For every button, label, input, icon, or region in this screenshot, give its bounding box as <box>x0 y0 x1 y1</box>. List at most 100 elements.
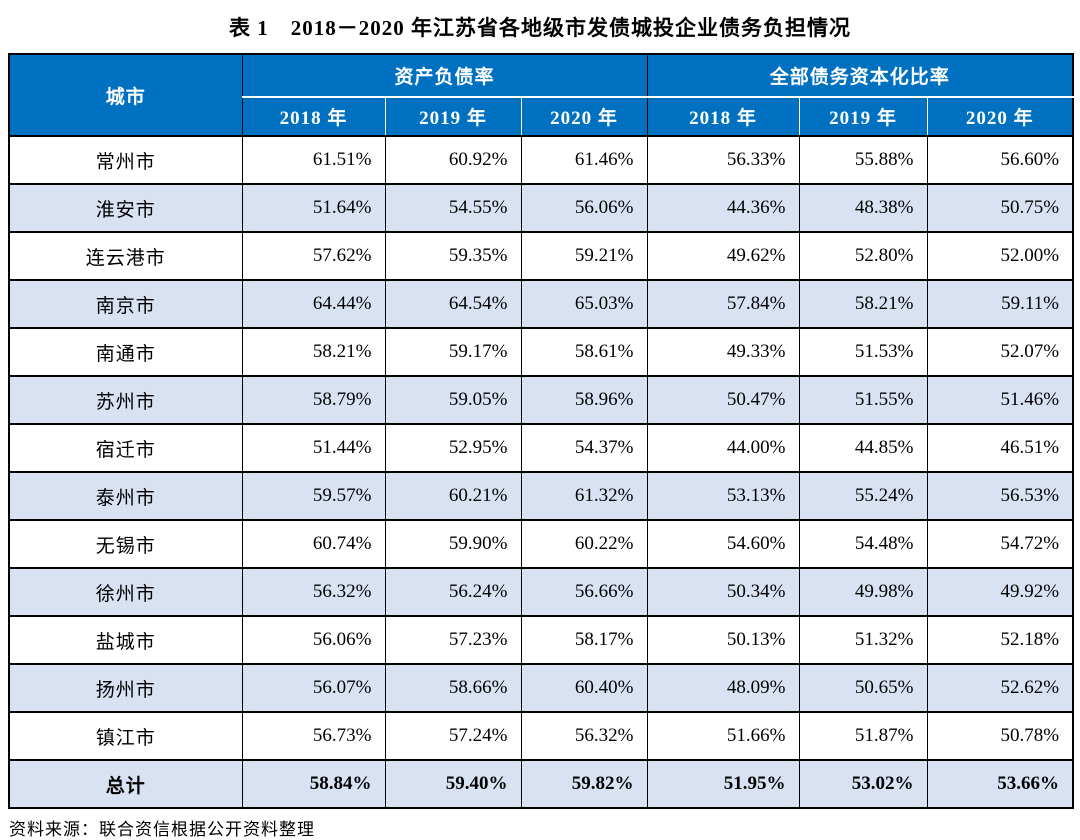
table-row: 淮安市 51.64% 54.55% 56.06% 44.36% 48.38% 50.75% <box>8 184 1075 233</box>
table-header: 城市 资产负债率 全部债务资本化比率 2018 年 2019 年 2020 年 … <box>8 53 1075 137</box>
table-row: 南通市 58.21% 59.17% 58.61% 49.33% 51.53% 52.07% <box>8 328 1075 377</box>
value-cell: 61.46% <box>520 136 647 185</box>
year-header-cell: 2018 年 <box>241 97 385 137</box>
value-cell: 56.66% <box>520 568 647 617</box>
table-row: 南京市 64.44% 64.54% 65.03% 57.84% 58.21% 59.11% <box>8 280 1075 329</box>
city-cell: 南京市 <box>8 280 242 329</box>
table-row: 苏州市 58.79% 59.05% 58.96% 50.47% 51.55% 51.46% <box>8 376 1075 425</box>
value-cell: 59.35% <box>384 232 521 281</box>
value-cell: 51.55% <box>798 376 927 425</box>
value-cell: 50.65% <box>798 664 927 713</box>
year-header-row: 2018 年 2019 年 2020 年 2018 年 2019 年 2020 … <box>9 97 1075 137</box>
value-cell: 56.33% <box>646 136 799 185</box>
city-cell: 扬州市 <box>8 664 242 713</box>
value-cell: 59.82% <box>520 760 647 809</box>
value-cell: 50.34% <box>646 568 799 617</box>
value-cell: 50.13% <box>646 616 799 665</box>
city-cell: 常州市 <box>8 136 242 185</box>
value-cell: 60.40% <box>520 664 647 713</box>
value-cell: 61.51% <box>241 136 385 185</box>
table-body: 常州市 61.51% 60.92% 61.46% 56.33% 55.88% 56.60% 淮… <box>8 136 1075 809</box>
value-cell: 44.85% <box>798 424 927 473</box>
value-cell: 54.72% <box>926 520 1075 569</box>
value-cell: 54.48% <box>798 520 927 569</box>
value-cell: 51.95% <box>646 760 799 809</box>
value-cell: 56.73% <box>241 712 385 761</box>
value-cell: 58.21% <box>798 280 927 329</box>
table-row: 扬州市 56.07% 58.66% 60.40% 48.09% 50.65% 52.62% <box>8 664 1075 713</box>
value-cell: 58.96% <box>520 376 647 425</box>
table-row: 连云港市 57.62% 59.35% 59.21% 49.62% 52.80% 52.00% <box>8 232 1075 281</box>
table-row: 镇江市 56.73% 57.24% 56.32% 51.66% 51.87% 50.78% <box>8 712 1075 761</box>
value-cell: 59.11% <box>926 280 1075 329</box>
value-cell: 59.40% <box>384 760 521 809</box>
city-cell: 徐州市 <box>8 568 242 617</box>
value-cell: 59.05% <box>384 376 521 425</box>
value-cell: 65.03% <box>520 280 647 329</box>
value-cell: 64.54% <box>384 280 521 329</box>
city-cell: 宿迁市 <box>8 424 242 473</box>
year-header-cell: 2020 年 <box>926 97 1075 137</box>
value-cell: 51.44% <box>241 424 385 473</box>
city-cell: 连云港市 <box>8 232 242 281</box>
table-row: 常州市 61.51% 60.92% 61.46% 56.33% 55.88% 56.60% <box>8 136 1075 185</box>
table-row: 徐州市 56.32% 56.24% 56.66% 50.34% 49.98% 49.92% <box>8 568 1075 617</box>
value-cell: 60.92% <box>384 136 521 185</box>
city-cell: 淮安市 <box>8 184 242 233</box>
value-cell: 57.24% <box>384 712 521 761</box>
value-cell: 44.00% <box>646 424 799 473</box>
table-row: 宿迁市 51.44% 52.95% 54.37% 44.00% 44.85% 46.51% <box>8 424 1075 473</box>
value-cell: 51.66% <box>646 712 799 761</box>
value-cell: 56.60% <box>926 136 1075 185</box>
value-cell: 50.75% <box>926 184 1075 233</box>
value-cell: 52.00% <box>926 232 1075 281</box>
value-cell: 51.87% <box>798 712 927 761</box>
value-cell: 56.32% <box>241 568 385 617</box>
value-cell: 57.23% <box>384 616 521 665</box>
value-cell: 61.32% <box>520 472 647 521</box>
city-cell: 总计 <box>8 760 242 809</box>
value-cell: 52.18% <box>926 616 1075 665</box>
value-cell: 58.21% <box>241 328 385 377</box>
value-cell: 58.61% <box>520 328 647 377</box>
value-cell: 50.78% <box>926 712 1075 761</box>
value-cell: 56.06% <box>520 184 647 233</box>
year-header-cell: 2019 年 <box>798 97 927 137</box>
value-cell: 58.79% <box>241 376 385 425</box>
city-header-cell: 城市 <box>8 53 243 137</box>
total-row: 总计 58.84% 59.40% 59.82% 51.95% 53.02% 53.66% <box>8 760 1075 809</box>
value-cell: 56.53% <box>926 472 1075 521</box>
city-cell: 镇江市 <box>8 712 242 761</box>
value-cell: 60.22% <box>520 520 647 569</box>
value-cell: 46.51% <box>926 424 1075 473</box>
value-cell: 56.06% <box>241 616 385 665</box>
value-cell: 53.66% <box>926 760 1075 809</box>
value-cell: 57.84% <box>646 280 799 329</box>
city-cell: 苏州市 <box>8 376 242 425</box>
source-note: 资料来源：联合资信根据公开资料整理 <box>9 820 315 839</box>
value-cell: 59.57% <box>241 472 385 521</box>
value-cell: 51.46% <box>926 376 1075 425</box>
value-cell: 55.24% <box>798 472 927 521</box>
value-cell: 52.07% <box>926 328 1075 377</box>
value-cell: 49.98% <box>798 568 927 617</box>
value-cell: 56.07% <box>241 664 385 713</box>
value-cell: 52.80% <box>798 232 927 281</box>
city-cell: 无锡市 <box>8 520 242 569</box>
value-cell: 64.44% <box>241 280 385 329</box>
year-header-cell: 2018 年 <box>646 97 799 137</box>
table-row: 泰州市 59.57% 60.21% 61.32% 53.13% 55.24% 56.53% <box>8 472 1075 521</box>
value-cell: 53.02% <box>798 760 927 809</box>
city-cell: 泰州市 <box>8 472 242 521</box>
value-cell: 60.74% <box>241 520 385 569</box>
group-header-asset-liability-ratio: 资产负债率 <box>241 53 648 98</box>
value-cell: 48.09% <box>646 664 799 713</box>
value-cell: 59.17% <box>384 328 521 377</box>
debt-table: 城市 资产负债率 全部债务资本化比率 2018 年 2019 年 2020 年 … <box>8 53 1075 809</box>
city-cell: 南通市 <box>8 328 242 377</box>
table-row: 盐城市 56.06% 57.23% 58.17% 50.13% 51.32% 52.18% <box>8 616 1075 665</box>
value-cell: 51.32% <box>798 616 927 665</box>
group-header-debt-capitalization-ratio: 全部债务资本化比率 <box>646 53 1075 98</box>
group-header-row: 城市 资产负债率 全部债务资本化比率 <box>8 53 1075 137</box>
